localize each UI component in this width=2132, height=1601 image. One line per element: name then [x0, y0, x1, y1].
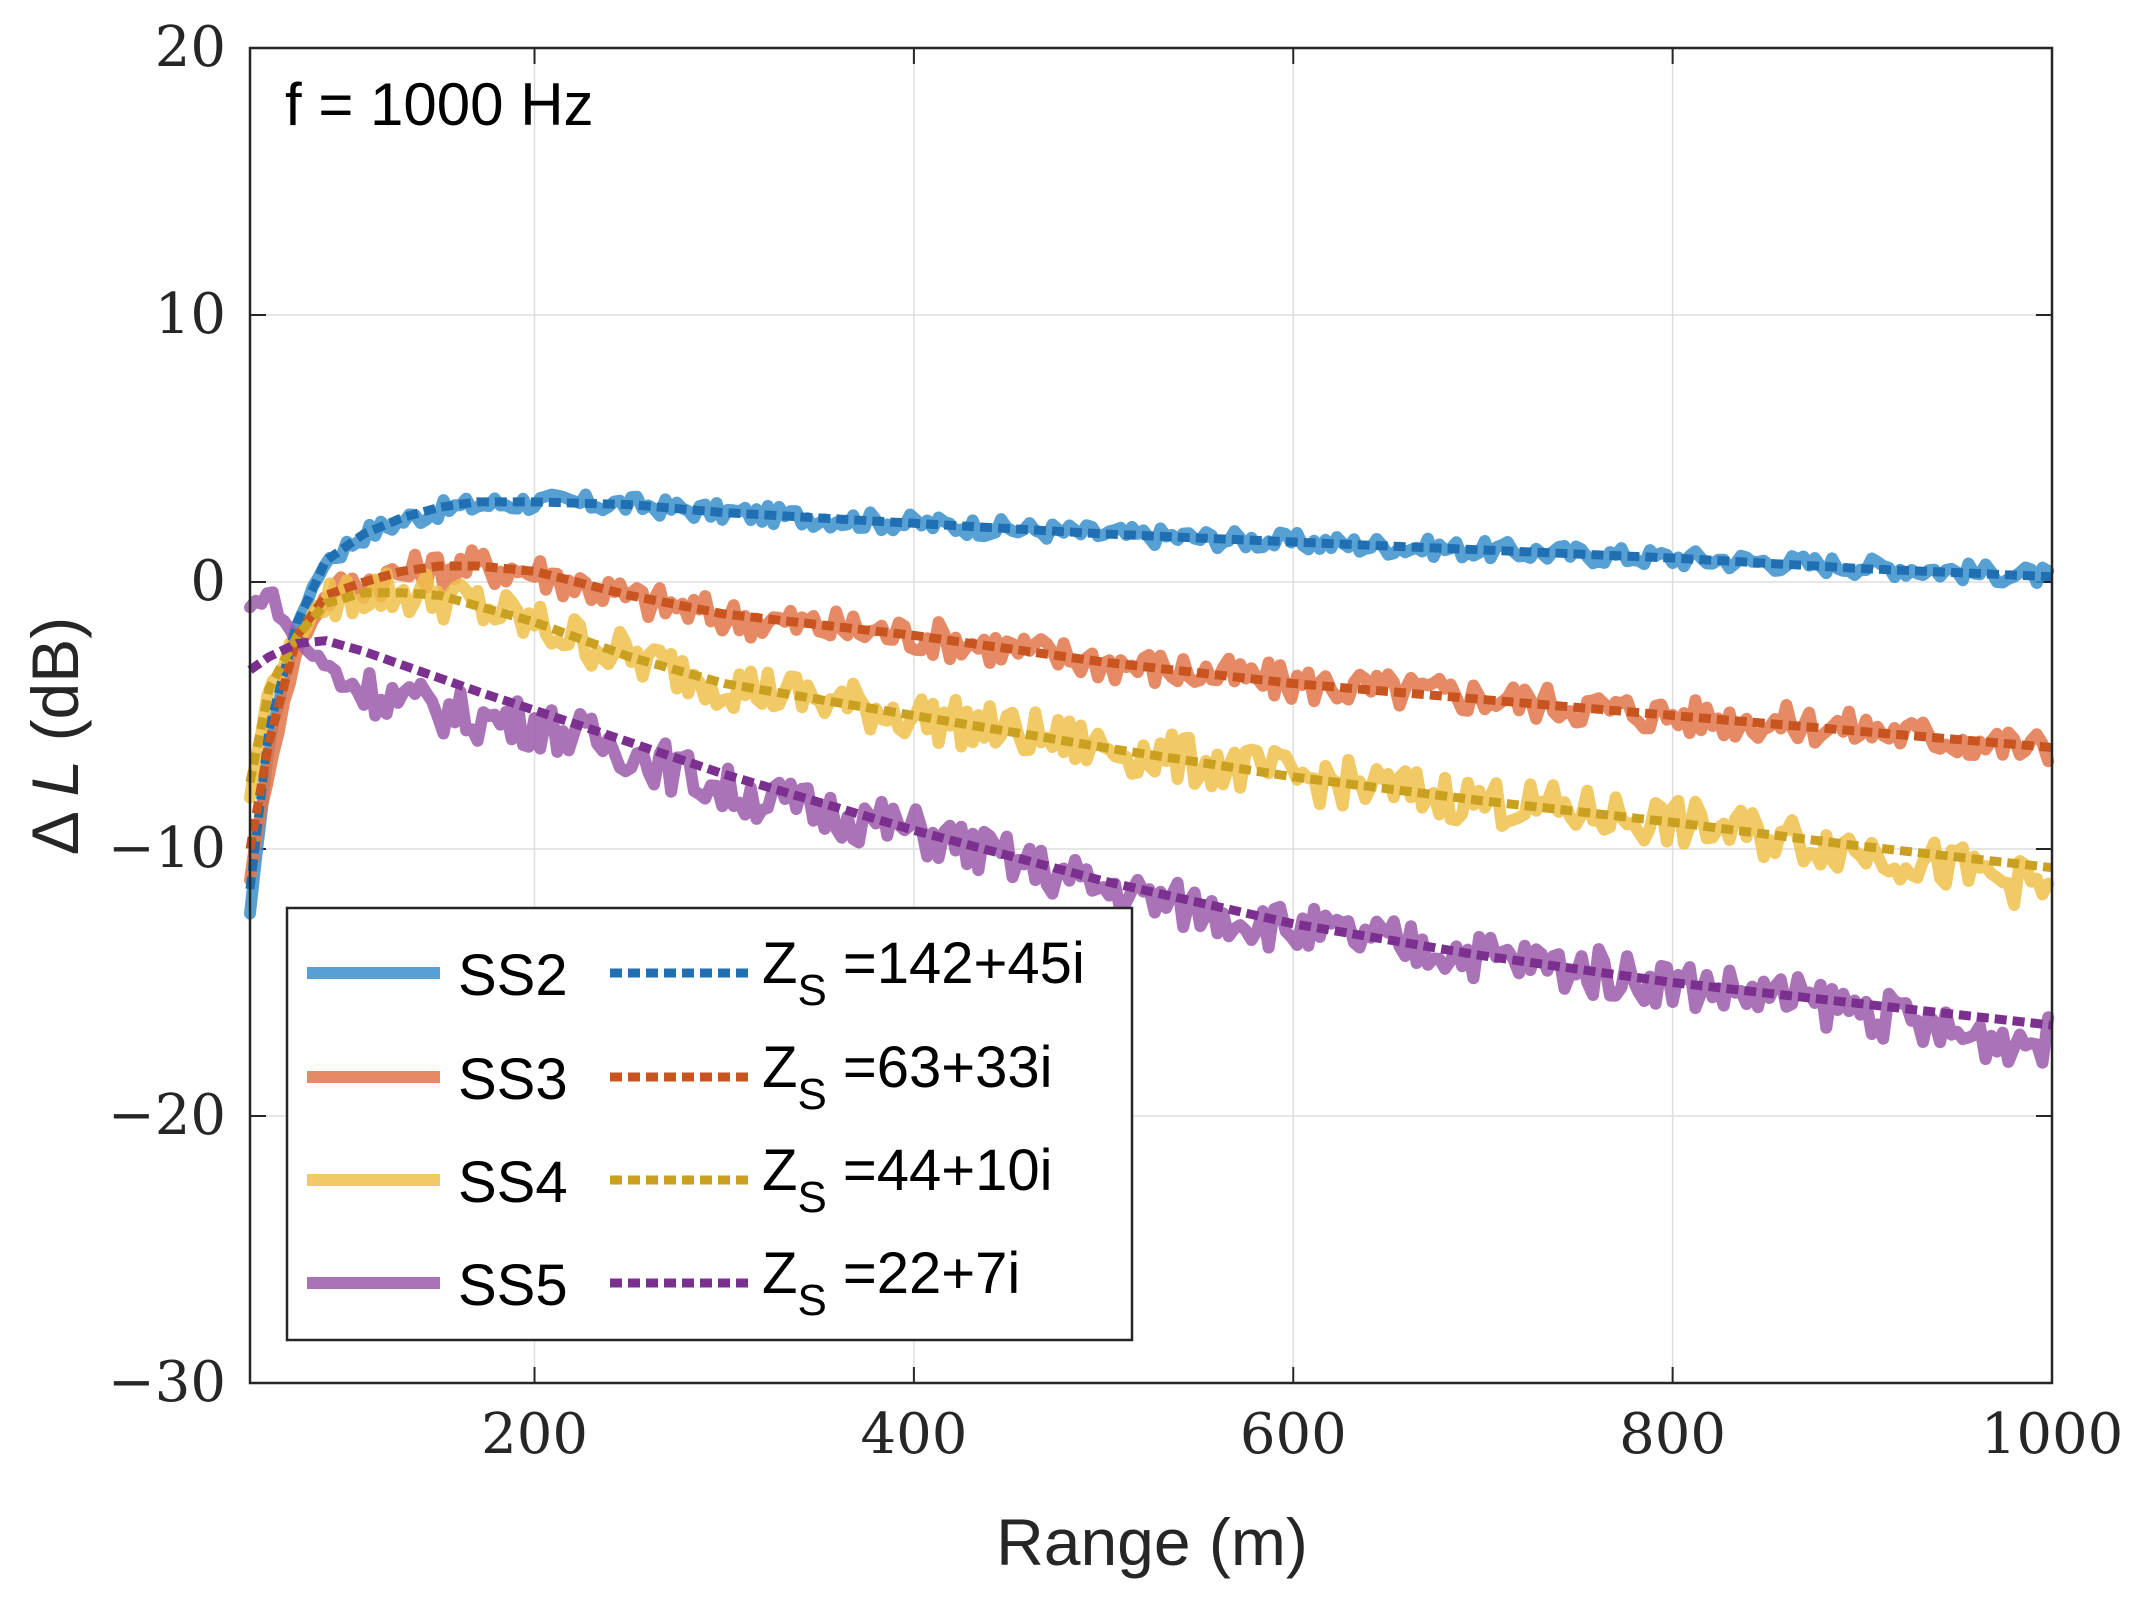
y-axis-label: Δ L (dB): [18, 617, 92, 856]
y-axis-label-unit: (dB): [18, 617, 92, 760]
legend-label-model-2: ZS =142+45i: [762, 931, 1085, 1015]
x-tick-label: 200: [481, 1402, 588, 1467]
legend-label-ss4: SS4: [458, 1150, 568, 1215]
series-lines: [244, 488, 2055, 1069]
model-line-5: [247, 636, 2053, 1030]
y-tick-label: −20: [108, 1083, 226, 1148]
x-tick-label: 1000: [1981, 1402, 2124, 1467]
legend-label-model-4: ZS =44+10i: [762, 1138, 1053, 1222]
y-axis-label-prefix: Δ: [18, 796, 92, 855]
frequency-annotation: f = 1000 Hz: [285, 71, 594, 138]
legend-label-ss5: SS5: [458, 1253, 568, 1318]
y-tick-labels: −30 −20 −10 0 10 20: [108, 15, 226, 1415]
model-line-3: [245, 561, 2053, 850]
y-tick-label: 0: [190, 549, 226, 614]
legend: SS2 SS3 SS4 SS5 ZS =142+45i ZS =63+33i ZS =44+…: [285, 906, 1134, 1342]
y-axis-label-variable: L: [18, 760, 92, 797]
y-tick-label: −10: [108, 816, 226, 881]
model-line-4: [245, 588, 2053, 873]
legend-label-model-3: ZS =63+33i: [762, 1035, 1053, 1119]
x-axis-label: Range (m): [996, 1505, 1308, 1579]
legend-label-model-5: ZS =22+7i: [762, 1241, 1020, 1325]
x-tick-labels: 200 400 600 800 1000: [481, 1402, 2123, 1467]
x-tick-label: 400: [860, 1402, 967, 1467]
y-tick-label: 10: [155, 282, 226, 347]
legend-label-ss3: SS3: [458, 1047, 568, 1112]
y-tick-label: 20: [155, 15, 226, 80]
y-tick-label: −30: [108, 1350, 226, 1415]
x-tick-label: 800: [1619, 1402, 1726, 1467]
legend-label-ss2: SS2: [458, 943, 568, 1008]
model-line-2: [245, 497, 2053, 890]
legend-box: [285, 906, 1134, 1342]
plot-frame: [248, 46, 2054, 1385]
x-tick-label: 600: [1240, 1402, 1347, 1467]
